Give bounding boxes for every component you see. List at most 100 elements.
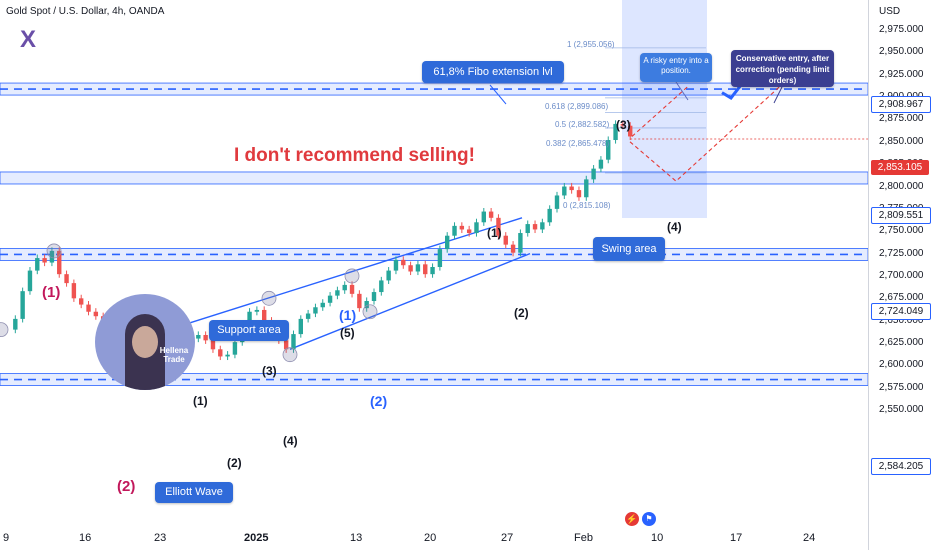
wave-marker [362,304,378,320]
candle-body [547,208,552,223]
candle-body [71,283,77,299]
candle-body [459,225,465,230]
wave-label: (1) [339,307,357,323]
conservative-path [629,85,781,182]
time-tick-label: Feb [574,532,593,544]
trendline-upper [125,217,523,344]
candle-body [57,250,62,275]
candle-body [298,318,303,335]
fib-level-label: 0.618 (2,899.086) [545,102,609,111]
avatar-face [132,326,158,358]
trendline-lower [289,252,531,350]
time-tick-label: 9 [3,532,10,544]
candle-body [291,334,296,350]
price-tick-label: 2,675.000 [879,292,924,304]
level-band [0,171,868,185]
fib-level-label: 0 (2,815.108) [563,201,611,210]
wave-label: (2) [514,306,529,320]
support-area-callout[interactable]: Support area [209,320,289,341]
swing-area-callout[interactable]: Swing area [593,237,665,261]
price-tick-label: 2,850.000 [879,135,924,147]
lightning-icon[interactable]: ⚡ [625,512,639,526]
candle-body [430,267,435,275]
candle-body [466,229,472,234]
candle-body [357,293,362,309]
chart-title: Gold Spot / U.S. Dollar, 4h, OANDA [6,6,165,17]
candle-body [569,186,574,191]
candle-body [576,190,582,198]
price-axis[interactable]: USD 2,550.000 2,575.000 2,600.000 2,625.000… [868,0,932,550]
price-tick-label: 2,575.000 [879,381,924,393]
low-price-tag: 2,584.205 [871,458,931,475]
wave-label: (2) [370,393,388,409]
resistance-price-tag: 2,908.967 [871,96,931,113]
wave-label: (1) [487,226,502,240]
fibo-extension-callout[interactable]: 61,8% Fibo extension lvl [422,61,564,83]
candle-body [342,284,347,291]
projection-zone [622,0,707,218]
time-tick-label: 13 [350,532,363,544]
current-price-tag: 2,853.105 [871,160,929,175]
candle-body [13,318,18,330]
price-tick-label: 2,800.000 [879,180,924,192]
time-tick-label: 27 [501,532,514,544]
wave-marker [46,243,62,259]
avatar: Hellena Trade [95,294,195,390]
price-tick-label: 2,625.000 [879,337,924,349]
candle-body [364,301,369,309]
candle-body [496,217,501,236]
wave-label: (4) [283,434,298,448]
candle-body [64,274,69,284]
candle-body [423,264,428,275]
price-tick-label: 2,750.000 [879,225,924,237]
candle-body [401,259,406,266]
candle-body [305,313,311,319]
wave-marker [0,322,9,338]
risky-entry-callout[interactable]: A risky entry into a position. [640,53,712,82]
candle-body [437,249,443,268]
brand-logo: X [20,26,37,53]
candle-body [488,211,494,218]
candle-body [620,123,626,126]
wave-label: (5) [340,326,355,340]
avatar-name: Hellena Trade [159,346,189,364]
time-tick-label: 10 [651,532,664,544]
candle-body [349,284,355,294]
candle-body [371,292,377,302]
price-tick-label: 2,600.000 [879,359,924,371]
wave-label: (3) [262,364,277,378]
conservative-entry-callout[interactable]: Conservative entry, after correction (pe… [731,50,834,87]
fib-level-label: 0.382 (2,865.478) [546,139,610,148]
price-tick-label: 2,550.000 [879,404,924,416]
swing-price-tag: 2,809.551 [871,207,931,224]
price-tick-label: 2,725.000 [879,247,924,259]
candle-body [283,340,289,350]
price-tick-label: 2,950.000 [879,46,924,58]
candle-body [386,270,391,281]
candle-body [27,270,33,292]
wave-label: (1) [193,394,208,408]
recommendation-text: I don't recommend selling! [234,145,475,166]
candle-body [540,222,545,230]
candle-body [379,280,384,293]
time-tick-label: 24 [803,532,816,544]
candle-body [408,265,413,272]
time-tick-label: 16 [79,532,92,544]
candle-body [196,334,201,339]
callout-pointer [675,81,689,101]
elliott-wave-callout[interactable]: Elliott Wave [155,482,233,503]
fib-level-label: 0.5 (2,882.582) [555,120,610,129]
candle-body [225,354,230,357]
candle-body [628,125,633,137]
candle-body [415,264,421,272]
wave-marker [282,347,298,363]
candle-body [554,195,560,209]
callout-pointer [773,86,783,104]
wave-marker [344,268,360,284]
candle-body [232,342,238,355]
flag-icon[interactable]: ⚑ [642,512,656,526]
candle-body [20,291,25,319]
wave-label: (2) [117,478,136,495]
candle-body [591,168,596,180]
